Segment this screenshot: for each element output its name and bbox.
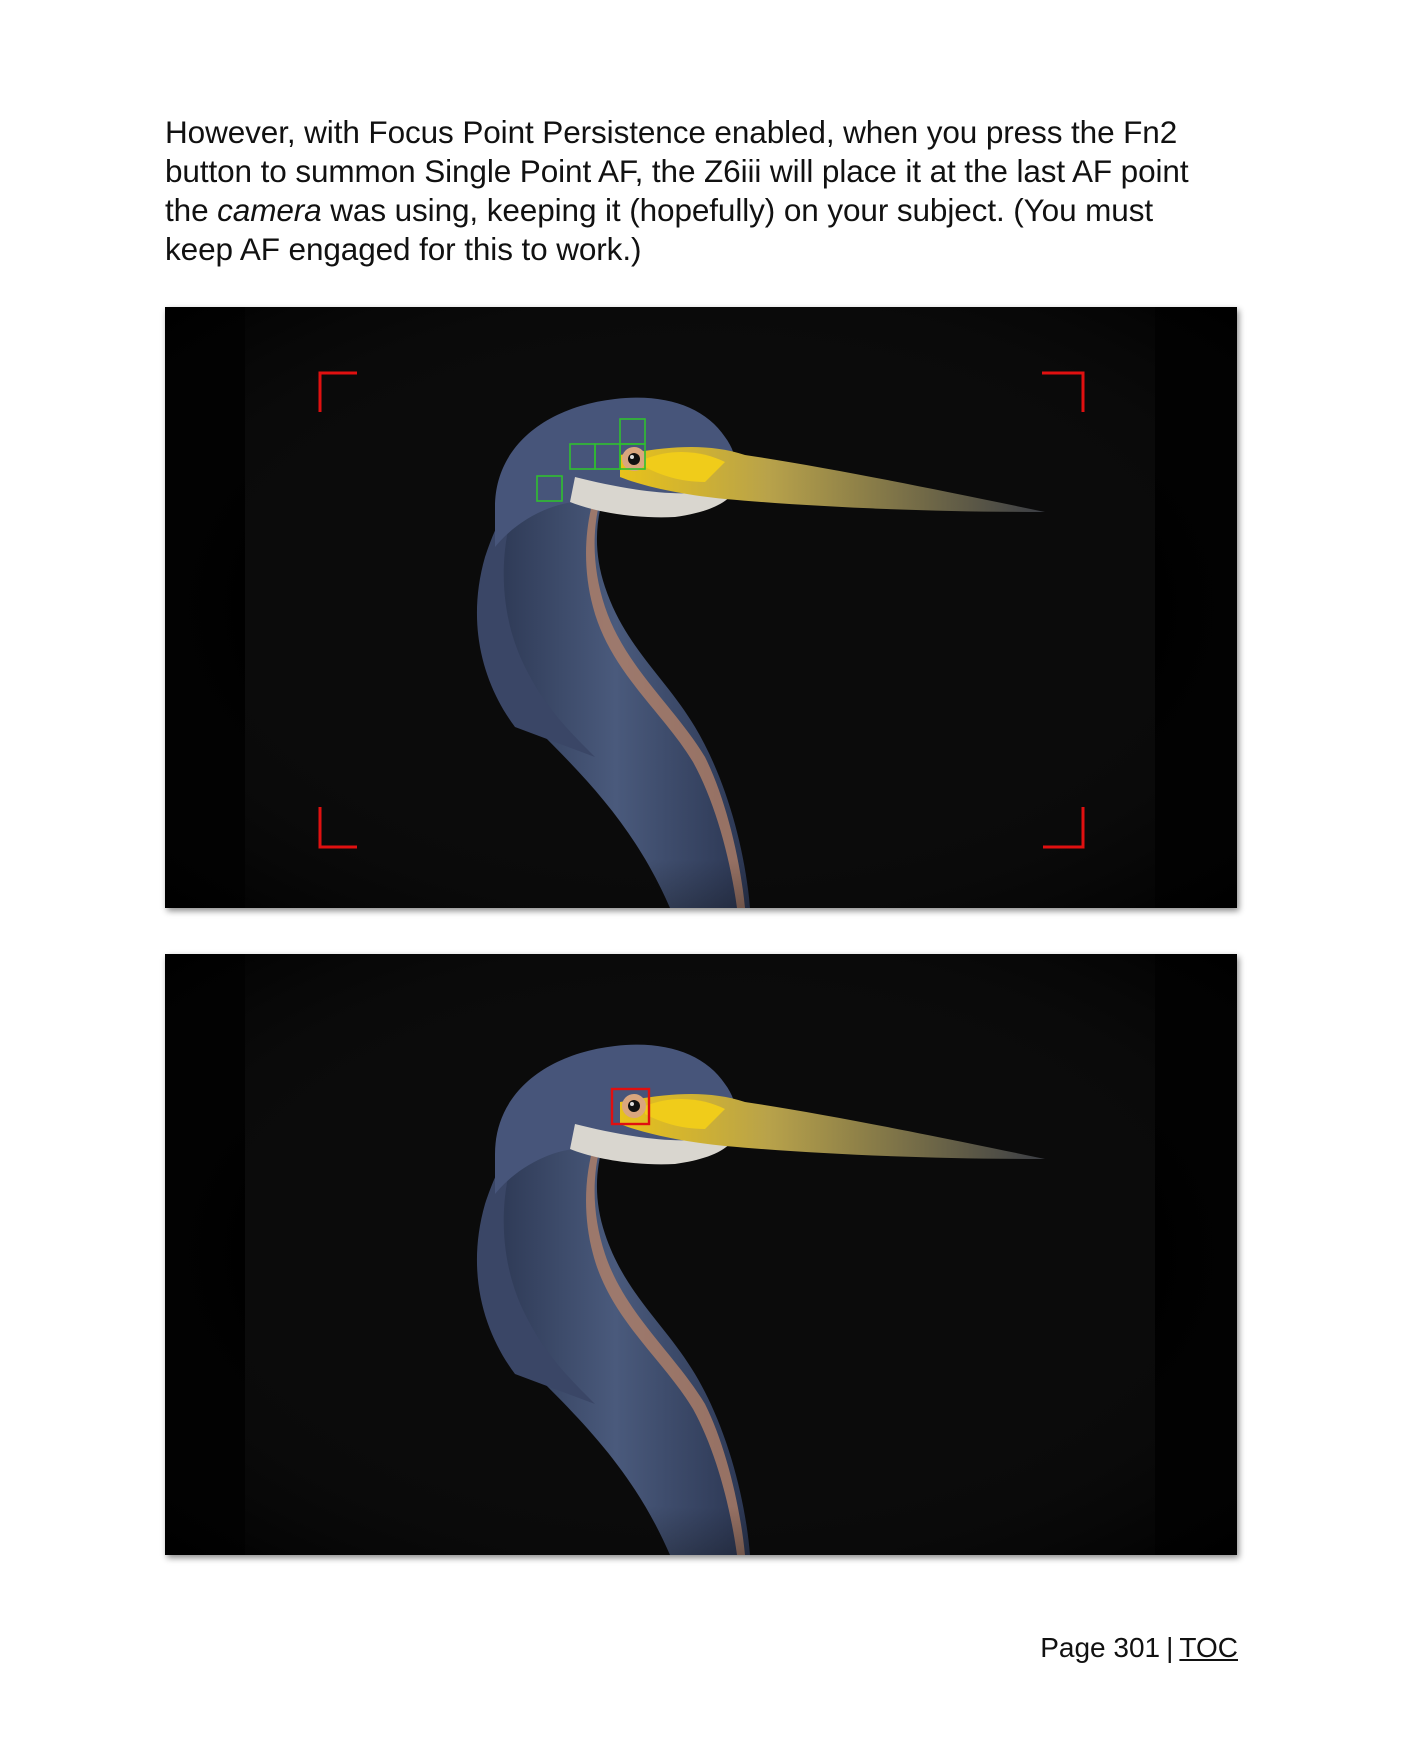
page-number: Page 301 <box>1040 1632 1161 1663</box>
paragraph-line-3-start: the <box>165 192 218 228</box>
paragraph-line-2: button to summon Single Point AF, the Z6… <box>165 153 1189 189</box>
footer-separator: | <box>1166 1632 1174 1663</box>
paragraph-line-4: keep AF engaged for this to work.) <box>165 231 642 267</box>
heron-photo-single-point-af <box>165 954 1237 1555</box>
single-af-point <box>610 1087 651 1126</box>
heron-illustration <box>165 954 1237 1555</box>
toc-link[interactable]: TOC <box>1179 1632 1238 1663</box>
subject-detection-frame <box>318 371 1085 849</box>
body-paragraph: However, with Focus Point Persistence en… <box>165 113 1245 269</box>
heron-illustration <box>165 307 1237 908</box>
paragraph-line-3-end: was using, keeping it (hopefully) on you… <box>321 192 1154 228</box>
page-footer: Page 301 | TOC <box>1040 1631 1238 1665</box>
heron-photo-subject-detection <box>165 307 1237 908</box>
green-af-points <box>536 418 646 502</box>
paragraph-line-1: However, with Focus Point Persistence en… <box>165 114 1178 150</box>
paragraph-italic-word: camera <box>217 192 322 228</box>
